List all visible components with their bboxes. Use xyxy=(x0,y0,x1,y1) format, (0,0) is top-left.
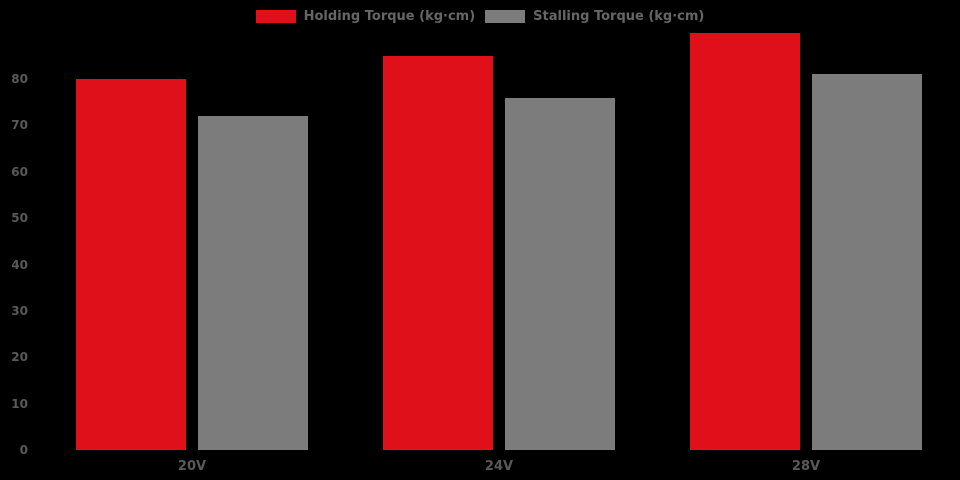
y-tick-label: 60 xyxy=(11,164,28,179)
bar-holding-28v xyxy=(690,32,800,450)
x-axis-label: 24V xyxy=(484,459,514,474)
bar-stalling-28v xyxy=(812,74,922,450)
y-tick-label: 30 xyxy=(11,303,28,318)
y-tick-label: 80 xyxy=(11,72,28,87)
x-axis-label: 28V xyxy=(791,459,821,474)
y-tick-label: 70 xyxy=(11,118,28,133)
legend-label-holding-torque: Holding Torque (kg·cm) xyxy=(303,9,476,24)
bar-stalling-20v xyxy=(198,116,308,450)
y-tick-label: 40 xyxy=(11,257,28,272)
legend-item-stalling-torque: Stalling Torque (kg·cm) xyxy=(485,9,704,24)
y-tick-label: 20 xyxy=(11,350,28,365)
bar-stalling-24v xyxy=(505,97,615,450)
x-axis-label: 20V xyxy=(177,459,207,474)
y-tick-label: 10 xyxy=(11,396,28,411)
y-tick-label: 50 xyxy=(11,211,28,226)
legend-swatch-stalling-torque xyxy=(485,10,526,23)
y-tick-label: 0 xyxy=(19,443,28,457)
legend-item-holding-torque: Holding Torque (kg·cm) xyxy=(255,9,476,24)
legend: Holding Torque (kg·cm) Stalling Torque (… xyxy=(0,9,960,24)
bar-holding-24v xyxy=(383,55,493,450)
legend-label-stalling-torque: Stalling Torque (kg·cm) xyxy=(533,9,705,24)
bar-holding-20v xyxy=(76,79,186,450)
legend-swatch-holding-torque xyxy=(255,10,296,23)
